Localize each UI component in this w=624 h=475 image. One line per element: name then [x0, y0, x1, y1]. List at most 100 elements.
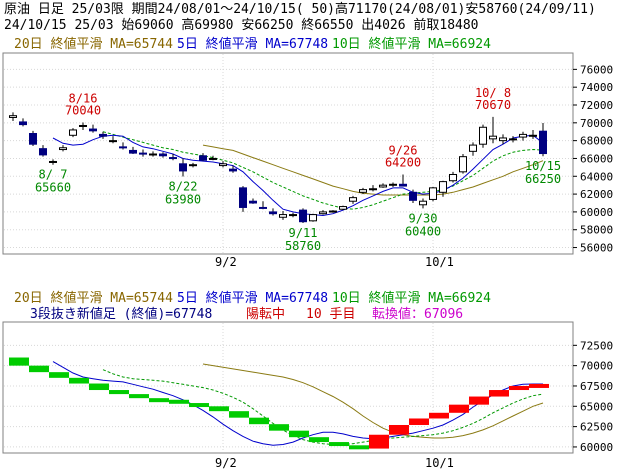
bullish-candle [519, 133, 527, 138]
price-x-tick-label: 9/2 [215, 255, 237, 269]
annotation-value: 65660 [35, 181, 71, 195]
annotation-value: 70670 [475, 98, 511, 112]
break-y-axis: 72500 70000 67500 65000 62500 60000 [573, 339, 613, 454]
bearish-candle [199, 155, 207, 161]
bearish-candle [399, 183, 407, 187]
price-y-tick-label: 66000 [580, 152, 613, 165]
price-y-tick-label: 64000 [580, 170, 613, 183]
rising-block [429, 412, 449, 419]
price-plot-area [2, 52, 574, 255]
annotation-date: 8/16 [69, 91, 98, 105]
bullish-candle [339, 206, 347, 210]
header-line2: 24/10/15 25/03 始69060 高69980 安66250 終665… [4, 17, 479, 33]
break-moving-averages [52, 361, 544, 446]
price-grid [4, 54, 572, 253]
falling-block [189, 403, 209, 408]
bullish-candle [449, 173, 457, 182]
price-y-tick-label: 62000 [580, 188, 613, 201]
falling-block [129, 394, 149, 399]
price-y-tick-label: 56000 [580, 242, 613, 255]
annotation-value: 64200 [385, 155, 421, 169]
price-y-tick-label: 76000 [580, 63, 613, 76]
price-y-tick-label: 60000 [580, 206, 613, 219]
price-y-tick-label: 68000 [580, 135, 613, 148]
legend-trend-status: 陽転中 [246, 307, 285, 322]
break-x-tick-label: 9/2 [215, 456, 237, 470]
legend-trend-count: 10 手目 [306, 307, 355, 322]
bullish-candle [209, 157, 217, 160]
price-x-axis: 9/2 10/1 [215, 255, 454, 269]
bullish-candle [309, 214, 317, 222]
bullish-candle [329, 210, 337, 213]
ma10-line-lower [102, 369, 544, 445]
falling-block [109, 390, 129, 395]
break-y-tick-label: 65000 [580, 400, 613, 413]
bullish-candle [509, 138, 517, 141]
bullish-candle [219, 163, 227, 167]
legend-three-line-break: 3段抜き新値足 (終値)=67748 [30, 306, 212, 322]
bullish-candle [529, 134, 537, 137]
bearish-candle [539, 130, 547, 155]
bearish-candle [179, 163, 187, 172]
bullish-candle [359, 189, 367, 193]
annotation-date: 9/30 [409, 211, 438, 225]
bullish-candle [459, 156, 467, 173]
break-x-axis: 9/2 10/1 [215, 456, 454, 470]
ma5-line-lower [52, 361, 543, 446]
bearish-candle [89, 128, 97, 132]
bullish-candle [389, 183, 397, 186]
falling-block [49, 372, 69, 378]
bearish-candle [299, 209, 307, 223]
bearish-candle [39, 148, 47, 156]
bullish-candle [469, 144, 477, 152]
bullish-candle [379, 184, 387, 188]
bullish-candle [109, 140, 117, 143]
price-y-tick-label: 70000 [580, 117, 613, 130]
bullish-candle [479, 126, 487, 145]
annotation-date: 10/ 8 [475, 86, 511, 100]
three-line-break-series [9, 357, 549, 450]
annotation-value: 70040 [65, 103, 101, 117]
annotation-value: 66250 [525, 172, 561, 186]
ma20-line-lower [202, 363, 544, 439]
header-background [0, 0, 624, 32]
lower-legend: 20日 終値平滑 MA=65744 5日 終値平滑 MA=67748 10日 終… [14, 290, 491, 322]
rising-block [529, 383, 549, 388]
falling-block [29, 365, 49, 373]
bullish-candle [49, 160, 57, 163]
rising-block [389, 424, 409, 435]
falling-block [349, 445, 369, 450]
annotation-date: 8/22 [169, 179, 198, 193]
bearish-candle [259, 206, 267, 209]
price-moving-averages [52, 131, 544, 217]
bearish-candle [169, 157, 177, 160]
annotation-date: 10/15 [525, 159, 561, 173]
ma5-line [52, 134, 544, 217]
legend-ma20: 20日 終値平滑 MA=65744 [14, 36, 173, 52]
bullish-candle [149, 153, 157, 156]
rising-block [489, 390, 509, 397]
falling-block [89, 383, 109, 391]
rising-block [449, 404, 469, 413]
break-plot-area [2, 321, 574, 454]
bullish-candle [369, 188, 377, 191]
ma20-line [202, 144, 544, 196]
break-x-tick-label: 10/1 [425, 456, 454, 470]
rising-block [409, 418, 429, 425]
annotation-date: 9/11 [289, 226, 318, 240]
break-y-tick-label: 70000 [580, 360, 613, 373]
annotation-date: 9/26 [389, 143, 418, 157]
price-y-axis: 76000 74000 72000 70000 68000 66000 64000 62000… [573, 63, 613, 255]
bearish-candle [129, 149, 137, 154]
bullish-candle [79, 124, 87, 127]
falling-block [209, 406, 229, 412]
legend-conversion-value: 転換値：67096 [372, 306, 463, 322]
price-y-tick-label: 72000 [580, 99, 613, 112]
annotation-value: 60400 [405, 224, 441, 238]
falling-block [269, 424, 289, 431]
bearish-candle [239, 187, 247, 208]
bearish-candle [159, 153, 167, 157]
break-grid [4, 323, 572, 452]
